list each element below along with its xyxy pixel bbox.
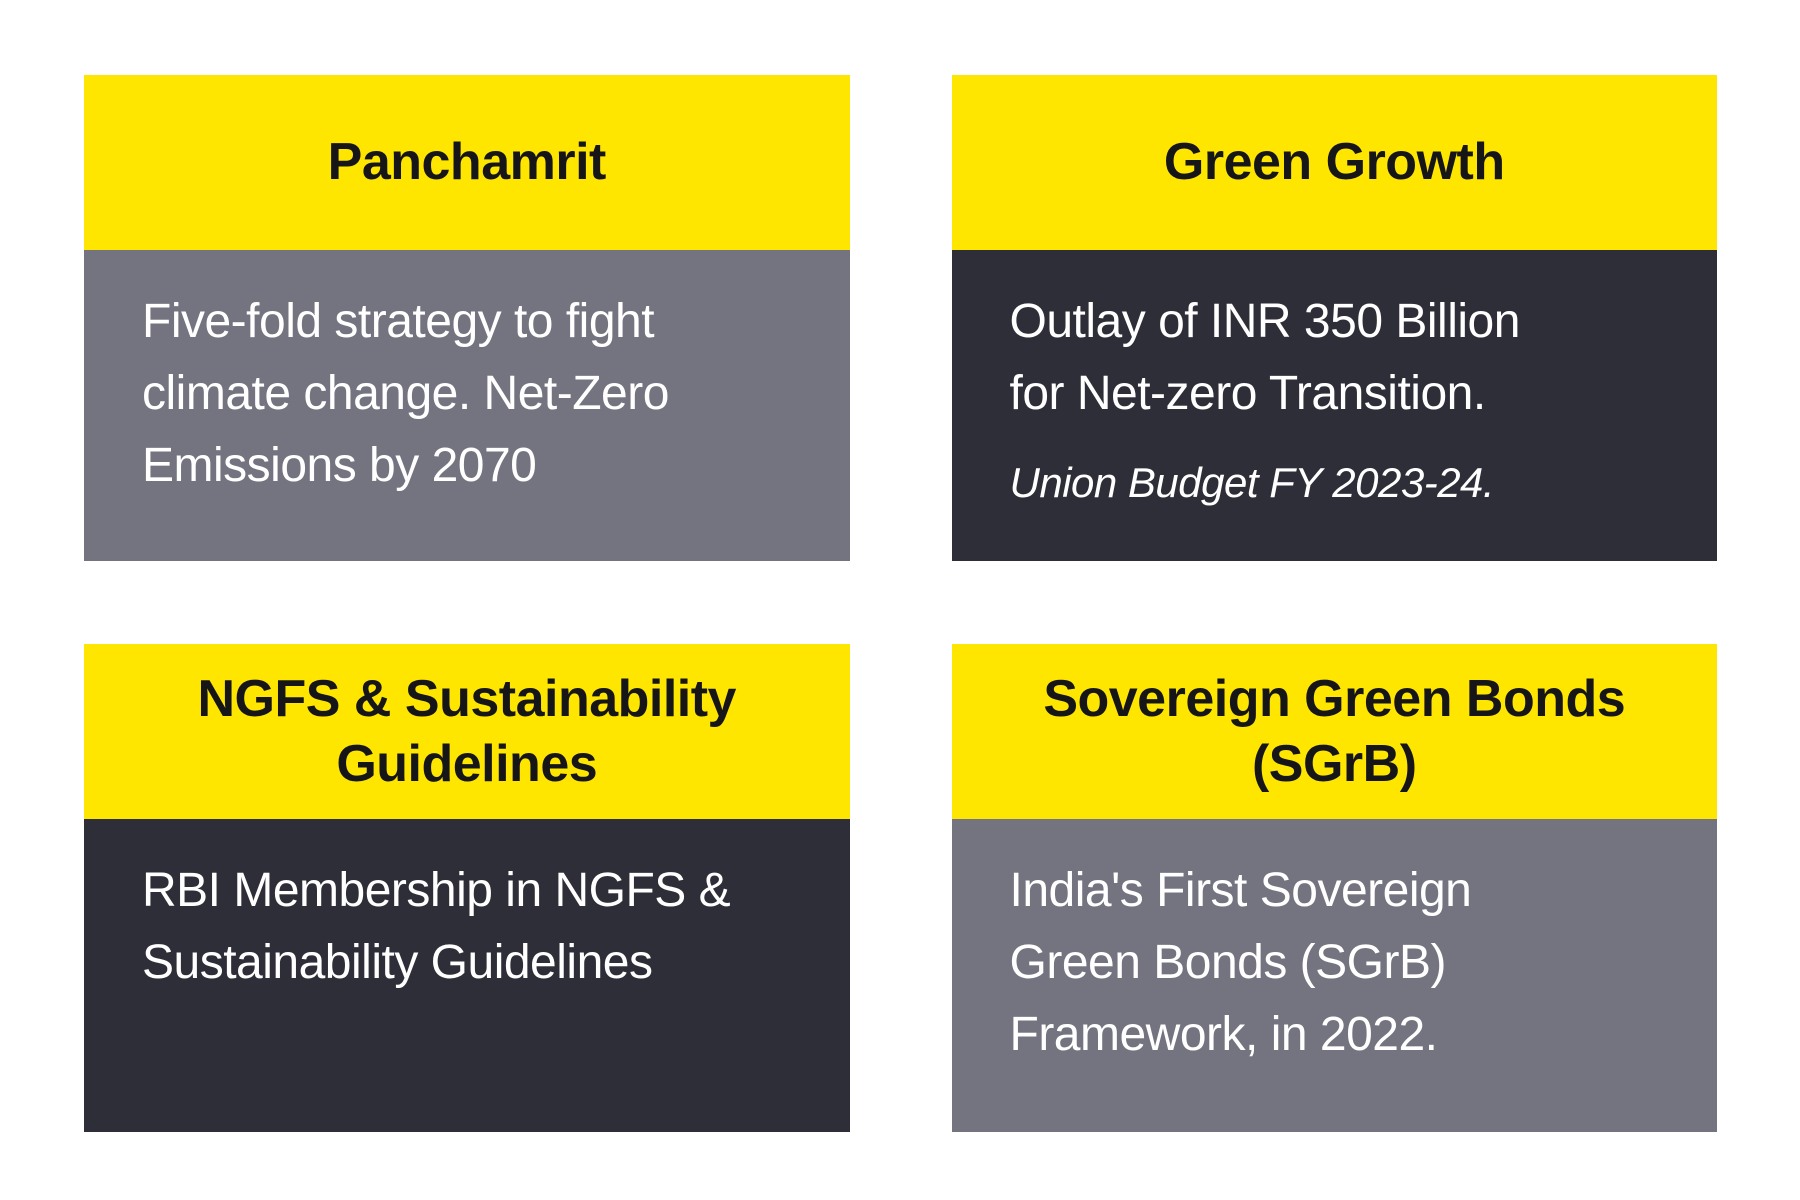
card-header: NGFS & Sustainability Guidelines xyxy=(84,644,850,819)
card-title: Green Growth xyxy=(1163,133,1505,191)
card-body-text: Outlay of INR 350 Billion for Net-zero T… xyxy=(1009,295,1521,420)
card-body: RBI Membership in NGFS & Sustainability … xyxy=(84,819,850,1132)
card-body: India's First Sovereign Green Bonds (SGr… xyxy=(951,819,1717,1132)
card-body-text: RBI Membership in NGFS & Sustainability … xyxy=(142,864,731,989)
card-header: Sovereign Green Bonds (SGrB) xyxy=(951,644,1717,819)
cards-grid: Panchamrit Five-fold strategy to fight c… xyxy=(84,75,1717,1132)
card-body-text: India's First Sovereign Green Bonds (SGr… xyxy=(1009,864,1472,1061)
card-header: Panchamrit xyxy=(84,75,850,250)
card-ngfs-sustainability: NGFS & Sustainability Guidelines RBI Mem… xyxy=(84,644,850,1132)
card-header: Green Growth xyxy=(951,75,1717,250)
card-body: Five-fold strategy to fight climate chan… xyxy=(84,250,850,561)
card-note-text: Union Budget FY 2023-24. xyxy=(1009,459,1495,506)
card-title: Panchamrit xyxy=(327,133,607,191)
card-title: Sovereign Green Bonds (SGrB) xyxy=(1043,669,1626,793)
card-body: Outlay of INR 350 Billion for Net-zero T… xyxy=(951,250,1717,561)
card-green-growth: Green Growth Outlay of INR 350 Billion f… xyxy=(951,75,1717,561)
card-body-text: Five-fold strategy to fight climate chan… xyxy=(142,295,669,492)
card-panchamrit: Panchamrit Five-fold strategy to fight c… xyxy=(84,75,850,561)
card-sovereign-green-bonds: Sovereign Green Bonds (SGrB) India's Fir… xyxy=(951,644,1717,1132)
card-title: NGFS & Sustainability Guidelines xyxy=(197,669,737,793)
